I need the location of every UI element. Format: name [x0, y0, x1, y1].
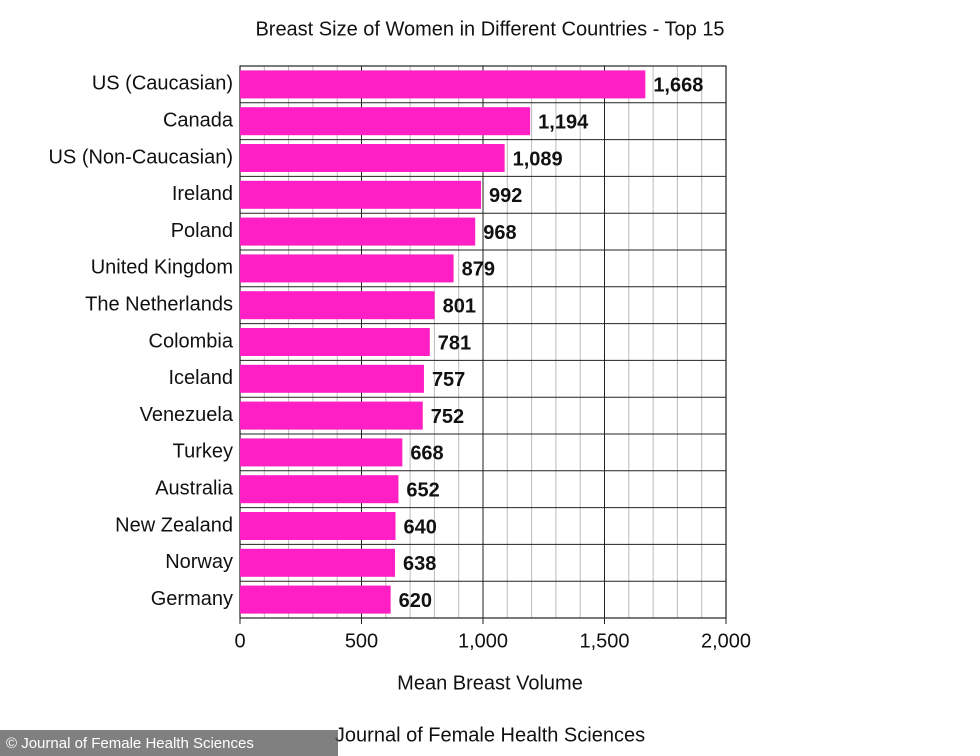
- x-axis-label: Mean Breast Volume: [397, 672, 583, 694]
- y-tick-label: The Netherlands: [85, 293, 233, 315]
- bar: [240, 438, 403, 467]
- y-tick-label: Ireland: [172, 183, 233, 205]
- y-tick-label: United Kingdom: [91, 257, 233, 279]
- value-label: 992: [489, 185, 522, 207]
- y-tick-label: Poland: [171, 220, 233, 242]
- value-label: 668: [410, 443, 443, 465]
- y-tick-label: Colombia: [149, 330, 234, 352]
- bar: [240, 548, 396, 577]
- value-label: 801: [443, 295, 476, 317]
- bar: [240, 217, 476, 246]
- value-label: 652: [406, 479, 439, 501]
- y-tick-label: Turkey: [173, 441, 233, 463]
- y-tick-label: Canada: [163, 109, 234, 131]
- value-label: 1,089: [513, 148, 563, 170]
- y-tick-label: Iceland: [169, 367, 234, 389]
- bar: [240, 364, 424, 393]
- y-tick-label: Australia: [155, 477, 234, 499]
- value-label: 620: [399, 590, 432, 612]
- value-label: 968: [483, 222, 516, 244]
- x-tick-label: 2,000: [701, 630, 751, 652]
- bar: [240, 475, 399, 504]
- value-label: 1,194: [538, 111, 589, 133]
- y-tick-label: Germany: [151, 588, 233, 610]
- chart-title: Breast Size of Women in Different Countr…: [255, 18, 724, 40]
- bar: [240, 585, 391, 614]
- source: Journal of Female Health Sciences: [335, 724, 645, 746]
- value-label: 752: [431, 406, 464, 428]
- bar: [240, 254, 454, 283]
- y-tick-label: US (Non-Caucasian): [48, 146, 233, 168]
- y-tick-label: Norway: [165, 551, 233, 573]
- bar: [240, 70, 646, 99]
- bar: [240, 144, 505, 172]
- bar: [240, 107, 531, 136]
- y-tick-label: Venezuela: [140, 404, 234, 426]
- bar: [240, 401, 423, 430]
- value-label: 640: [404, 516, 437, 538]
- y-tick-label: New Zealand: [115, 514, 233, 536]
- value-label: 757: [432, 369, 465, 391]
- y-tick-label: US (Caucasian): [92, 73, 233, 95]
- value-label: 879: [462, 259, 495, 281]
- watermark: © Journal of Female Health Sciences: [6, 735, 254, 752]
- bar: [240, 291, 435, 320]
- watermark-bg: [0, 730, 338, 756]
- bar: [240, 328, 430, 356]
- bar: [240, 180, 482, 209]
- value-label: 1,668: [653, 75, 703, 97]
- x-tick-label: 0: [234, 630, 245, 652]
- x-tick-label: 1,500: [579, 630, 629, 652]
- x-tick-label: 1,000: [458, 630, 508, 652]
- x-tick-label: 500: [345, 630, 378, 652]
- bar: [240, 512, 396, 540]
- value-label: 781: [438, 332, 471, 354]
- value-label: 638: [403, 553, 436, 575]
